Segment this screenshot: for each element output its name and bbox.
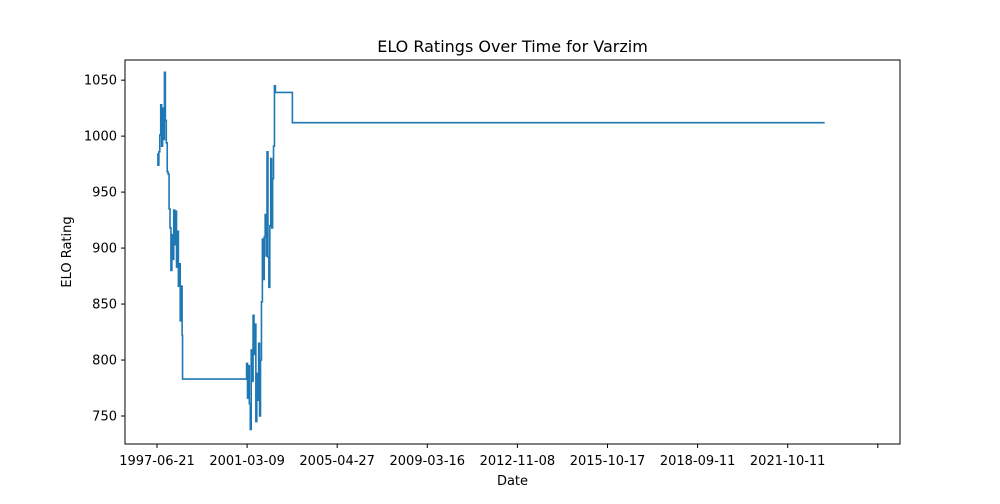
y-tick-label: 750 xyxy=(92,410,117,425)
x-tick-label: 2015-10-17 xyxy=(570,454,646,469)
y-tick-label: 800 xyxy=(92,354,117,369)
chart-title: ELO Ratings Over Time for Varzim xyxy=(377,37,648,56)
x-tick-label: 2009-03-16 xyxy=(390,454,466,469)
x-tick-label: 2005-04-27 xyxy=(299,454,375,469)
y-tick-label: 900 xyxy=(92,242,117,257)
y-tick-label: 850 xyxy=(92,298,117,313)
x-tick-label: 2018-09-11 xyxy=(660,454,736,469)
y-axis-label: ELO Rating xyxy=(60,216,75,287)
x-tick-label: 2021-10-11 xyxy=(750,454,826,469)
y-tick-label: 1000 xyxy=(84,130,117,145)
y-tick-label: 1050 xyxy=(84,74,117,89)
y-tick-label: 950 xyxy=(92,186,117,201)
x-tick-label: 2001-03-09 xyxy=(209,454,285,469)
x-axis-label: Date xyxy=(497,474,528,489)
x-tick-label: 1997-06-21 xyxy=(119,454,195,469)
x-tick-label: 2012-11-08 xyxy=(480,454,556,469)
